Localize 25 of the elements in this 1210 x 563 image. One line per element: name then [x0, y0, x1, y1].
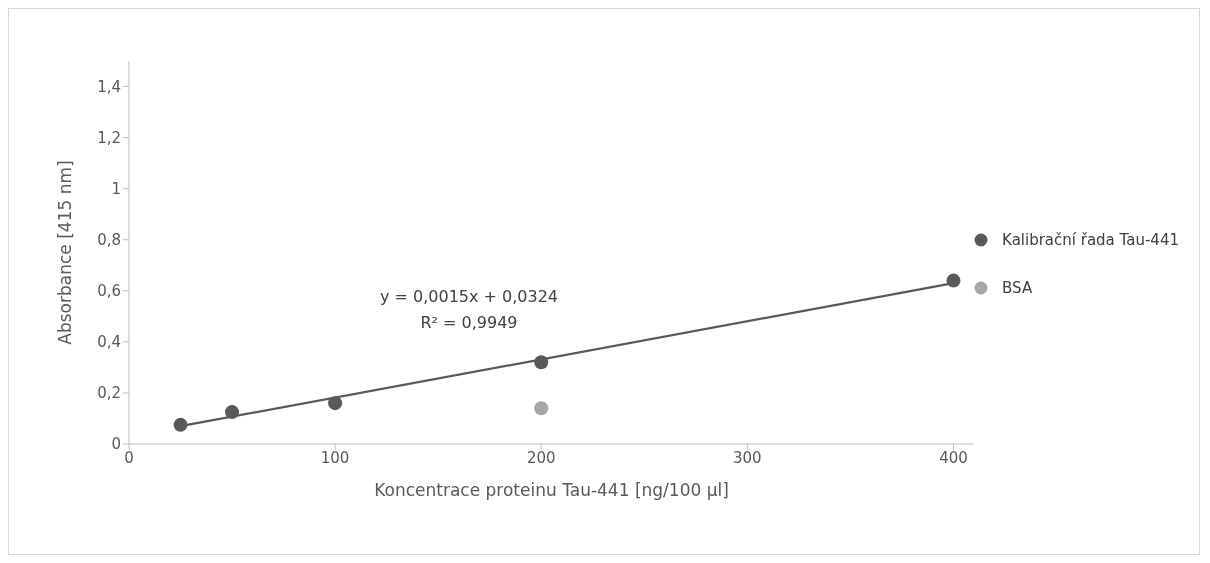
- legend-label: BSA: [1002, 279, 1033, 297]
- y-tick-label: 0,2: [97, 384, 121, 403]
- legend-label: Kalibrační řada Tau-441: [1002, 231, 1179, 249]
- x-tick-label: 0: [124, 448, 134, 467]
- y-tick-label: 0: [111, 435, 121, 454]
- x-tick-label: 100: [320, 448, 350, 467]
- y-tick-label: 1: [111, 179, 121, 198]
- point: [946, 273, 961, 288]
- point: [534, 355, 549, 370]
- point: [225, 405, 240, 420]
- x-tick-label: 400: [939, 448, 968, 467]
- annotation: y = 0,0015x + 0,0324: [378, 287, 560, 306]
- point: [173, 417, 188, 432]
- y-tick-label: 0,8: [97, 231, 121, 250]
- x-tick-label: 200: [526, 448, 556, 467]
- y-tick-label: 0,6: [97, 282, 121, 301]
- y-axis-title: Absorbance [415 nm]: [55, 160, 76, 345]
- y-tick-label: 1,2: [97, 128, 121, 147]
- point: [328, 396, 343, 411]
- x-axis-title: Koncentrace proteinu Tau-441 [ng/100 µl]: [374, 480, 729, 500]
- y-tick-label: 0,4: [97, 333, 121, 352]
- x-tick-label: 300: [733, 448, 762, 467]
- point: [534, 401, 549, 416]
- annotation: R² = 0,9949: [419, 313, 519, 332]
- y-tick-label: 1,4: [97, 77, 121, 96]
